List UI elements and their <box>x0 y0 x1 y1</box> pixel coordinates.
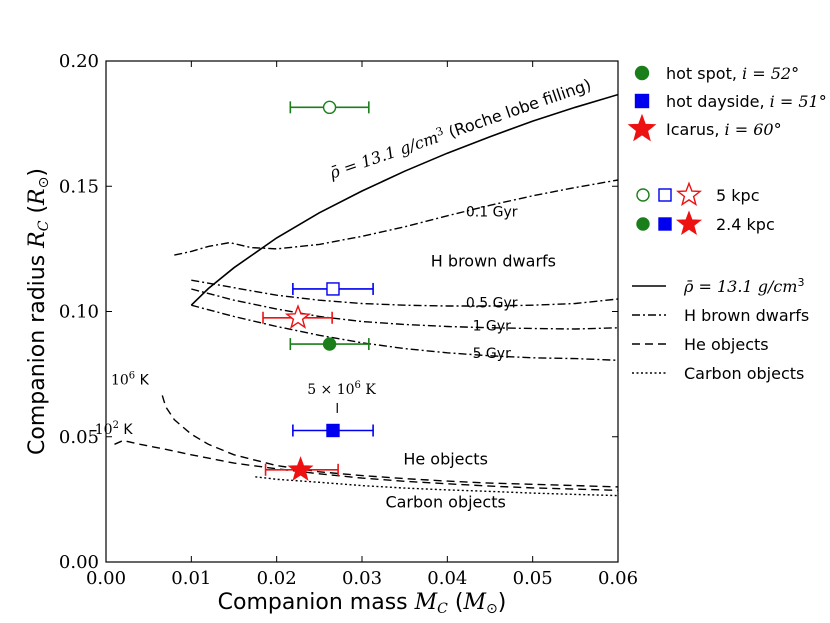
annotation-0-1-gyr: 0.1 Gyr <box>466 204 518 220</box>
legend-distance-label: 2.4 kpc <box>716 215 775 234</box>
annotation-5-gyr: 5 Gyr <box>473 346 511 362</box>
curve-2 <box>191 279 618 307</box>
legend-line-dotted: Carbon objects <box>632 364 804 383</box>
legend-label: hot dayside, i = 51° <box>666 92 827 111</box>
marker <box>326 282 340 296</box>
y-tick-label: 0.10 <box>59 302 99 323</box>
legend-item-square: hot dayside, i = 51° <box>634 92 827 111</box>
plot-area <box>114 93 618 497</box>
x-tick-label: 0.05 <box>513 568 553 589</box>
annotation-h-brown-dwarfs: H brown dwarfs <box>431 251 556 270</box>
legend-item-star: Icarus, i = 60° <box>627 113 782 142</box>
legend-square <box>658 188 672 202</box>
legend-marker-square <box>634 93 650 109</box>
data-point-5 <box>264 456 339 481</box>
legend-star <box>675 181 703 207</box>
legend-distance-label: 5 kpc <box>716 186 759 205</box>
x-tick-label: 0.04 <box>427 568 467 589</box>
marker <box>322 337 337 351</box>
annotation-5e6-k: 5 × 106 K <box>307 380 376 398</box>
data-point-2 <box>292 282 374 296</box>
curve-1 <box>174 179 618 256</box>
curve-4 <box>191 304 618 361</box>
x-axis-label: Companion mass MC (M⊙) <box>218 590 507 617</box>
curve-7 <box>255 476 618 497</box>
legend-circle <box>636 217 650 231</box>
annotation-1e6-k: 106 K <box>111 371 150 389</box>
annotation-he-objects: He objects <box>403 449 488 468</box>
y-axis-label: Companion radius RC (R⊙) <box>25 168 52 455</box>
annotation-1-gyr: 1 Gyr <box>473 318 511 334</box>
legend-line-dashdot: H brown dwarfs <box>632 306 809 325</box>
legend-line-dashed: He objects <box>632 335 769 354</box>
x-tick-label: 0.01 <box>171 568 211 589</box>
curve-3 <box>191 288 618 330</box>
marker <box>287 456 314 481</box>
curve-5 <box>161 395 618 488</box>
curve-0 <box>190 93 618 306</box>
annotation-carbon-objects: Carbon objects <box>385 492 505 511</box>
legend-line-label: He objects <box>684 335 769 354</box>
legend-marker-star <box>627 113 657 142</box>
axes: 0.00 0.01 0.02 0.03 0.04 0.05 0.06 0.00 0.05 0.10… <box>25 51 638 617</box>
data-point-4 <box>262 304 333 329</box>
data-point-1 <box>289 337 370 351</box>
legend-label: Icarus, i = 60° <box>666 120 782 139</box>
legend-line-solid: ρ̄ = 13.1 g/cm3 <box>632 276 804 296</box>
y-tick-label: 0.00 <box>59 552 99 573</box>
x-tick-label: 0.02 <box>257 568 297 589</box>
annotation-0-5-gyr: 0.5 Gyr <box>466 295 518 311</box>
x-tick-label: 0.00 <box>86 568 126 589</box>
plot-frame <box>105 60 619 563</box>
x-tick-label: 0.03 <box>342 568 382 589</box>
legend-distance-0: 5 kpc <box>636 181 759 207</box>
data-point-3 <box>292 423 374 438</box>
legend-label: hot spot, i = 52° <box>666 64 799 83</box>
legend-square <box>658 217 672 231</box>
x-tick-label: 0.06 <box>598 568 638 589</box>
legend-line-label: Carbon objects <box>684 364 804 383</box>
y-tick-label: 0.20 <box>59 51 99 72</box>
y-tick-label: 0.15 <box>59 176 99 197</box>
curve-6 <box>114 439 618 492</box>
legend: hot spot, i = 52° hot dayside, i = 51° Ica… <box>627 64 827 383</box>
legend-line-label: H brown dwarfs <box>684 306 809 325</box>
annotations: ρ̄ = 13.1 g/cm3 (Roche lobe filling) 0.1 … <box>95 74 594 511</box>
legend-star <box>675 210 703 236</box>
marker <box>326 423 340 438</box>
legend-item-circle: hot spot, i = 52° <box>634 64 799 83</box>
y-tick-label: 0.05 <box>59 427 99 448</box>
legend-distance-1: 2.4 kpc <box>636 210 775 236</box>
data-point-0 <box>289 100 370 115</box>
legend-circle <box>636 188 650 202</box>
annotation-roche-lobe: ρ̄ = 13.1 g/cm3 (Roche lobe filling) <box>326 74 594 183</box>
legend-marker-circle <box>634 65 650 81</box>
annotation-1e2-k: 102 K <box>95 420 134 438</box>
marker <box>284 304 312 329</box>
legend-line-label: ρ̄ = 13.1 g/cm3 <box>683 276 804 296</box>
marker <box>322 100 337 115</box>
